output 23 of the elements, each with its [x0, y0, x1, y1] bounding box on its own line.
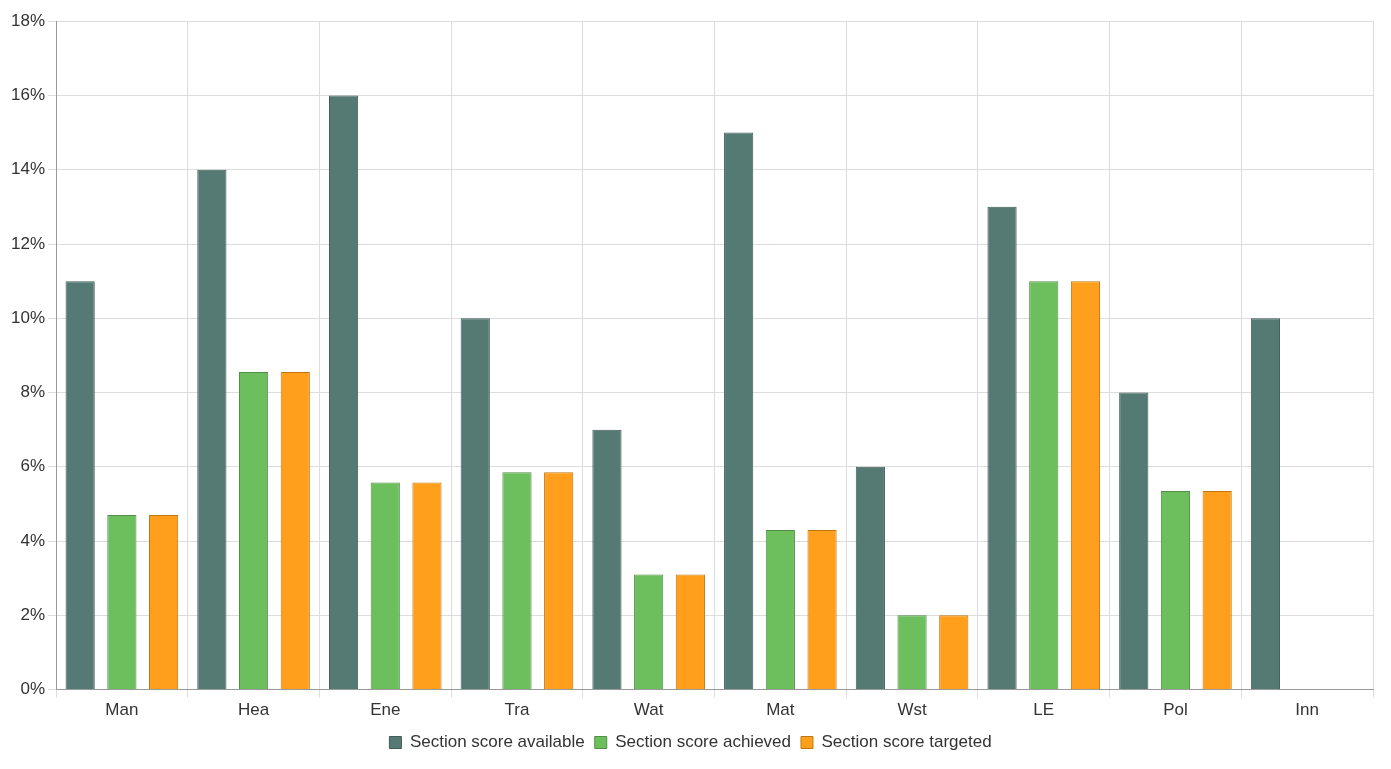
y-tick-label: 14% [10, 159, 46, 179]
x-tick-label: Mat [766, 700, 795, 720]
x-tick-label: Tra [504, 700, 530, 720]
x-tick-label: Pol [1163, 700, 1188, 720]
y-tick-label: 16% [10, 85, 46, 105]
y-tick-label: 0% [20, 679, 46, 699]
x-tick-label: Hea [237, 700, 270, 720]
x-tick-label: Inn [1295, 700, 1319, 720]
x-tick-label: Wat [633, 700, 664, 720]
x-tick-label: LE [1033, 700, 1055, 720]
x-tick-label: Wst [897, 700, 927, 720]
y-tick-label: 4% [20, 530, 46, 550]
legend-label: Section score available [409, 732, 585, 752]
legend-label: Section score targeted [821, 732, 992, 752]
legend-label: Section score achieved [615, 732, 792, 752]
y-tick-label: 8% [20, 382, 46, 402]
x-tick-label: Ene [370, 700, 401, 720]
x-tick-label: Man [105, 700, 139, 720]
y-tick-label: 18% [10, 10, 46, 30]
y-tick-label: 6% [20, 456, 46, 476]
y-tick-label: 12% [10, 233, 46, 253]
y-tick-label: 10% [10, 307, 46, 327]
y-tick-label: 2% [20, 605, 46, 625]
